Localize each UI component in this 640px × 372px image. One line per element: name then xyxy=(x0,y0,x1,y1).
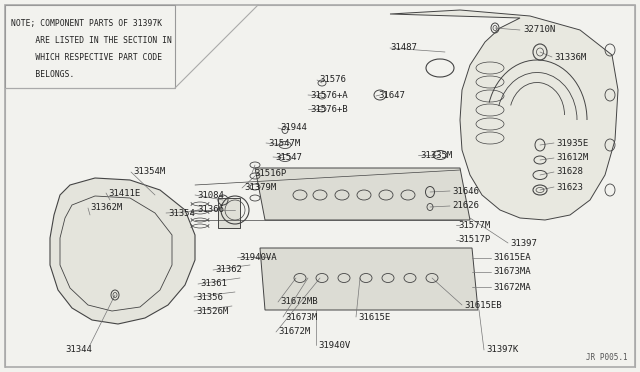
Bar xyxy=(218,198,240,228)
Text: 21626: 21626 xyxy=(452,202,479,211)
Text: 31940V: 31940V xyxy=(318,340,350,350)
Polygon shape xyxy=(255,168,470,220)
Text: 31576+B: 31576+B xyxy=(310,105,348,113)
Text: 31335M: 31335M xyxy=(420,151,452,160)
Text: 31379M: 31379M xyxy=(244,183,276,192)
Text: 31516P: 31516P xyxy=(254,169,286,177)
Text: 31362: 31362 xyxy=(215,266,242,275)
Text: BELONGS.: BELONGS. xyxy=(11,70,74,79)
Polygon shape xyxy=(390,10,618,220)
Text: 31628: 31628 xyxy=(556,167,583,176)
Text: 31577M: 31577M xyxy=(458,221,490,230)
Text: 31361: 31361 xyxy=(200,279,227,289)
Text: WHICH RESPECTIVE PART CODE: WHICH RESPECTIVE PART CODE xyxy=(11,53,162,62)
Text: JR P005.1: JR P005.1 xyxy=(586,353,628,362)
Text: 31672M: 31672M xyxy=(278,327,310,337)
Text: 31623: 31623 xyxy=(556,183,583,192)
Text: 31935E: 31935E xyxy=(556,138,588,148)
Text: 31397: 31397 xyxy=(510,238,537,247)
Text: 31547: 31547 xyxy=(275,153,302,161)
Text: 31646: 31646 xyxy=(452,186,479,196)
Text: 31526M: 31526M xyxy=(196,307,228,315)
Text: 31354M: 31354M xyxy=(133,167,165,176)
Text: 31615EA: 31615EA xyxy=(493,253,531,263)
Text: 31356: 31356 xyxy=(196,292,223,301)
Text: 31487: 31487 xyxy=(390,44,417,52)
Text: 31673M: 31673M xyxy=(285,312,317,321)
Text: 31344: 31344 xyxy=(65,346,92,355)
Text: 31411E: 31411E xyxy=(108,189,140,198)
Polygon shape xyxy=(50,178,195,324)
Bar xyxy=(5,5,175,88)
Text: 31354: 31354 xyxy=(168,208,195,218)
Text: 31397K: 31397K xyxy=(486,346,518,355)
Text: 31672MA: 31672MA xyxy=(493,282,531,292)
Text: 31647: 31647 xyxy=(378,92,405,100)
Text: 31672MB: 31672MB xyxy=(280,298,317,307)
Text: 31362M: 31362M xyxy=(90,203,122,212)
Text: 31673MA: 31673MA xyxy=(493,267,531,276)
Text: 31084: 31084 xyxy=(197,190,224,199)
Text: 31612M: 31612M xyxy=(556,154,588,163)
Text: 31615E: 31615E xyxy=(358,312,390,321)
Text: 31576: 31576 xyxy=(319,76,346,84)
Text: 31336M: 31336M xyxy=(554,52,586,61)
Polygon shape xyxy=(260,248,478,310)
Text: 31547M: 31547M xyxy=(268,138,300,148)
Text: 31615EB: 31615EB xyxy=(464,301,502,310)
Text: ARE LISTED IN THE SECTION IN: ARE LISTED IN THE SECTION IN xyxy=(11,36,172,45)
Text: 31576+A: 31576+A xyxy=(310,90,348,99)
Text: 32710N: 32710N xyxy=(523,26,556,35)
Text: 31944: 31944 xyxy=(280,124,307,132)
Text: NOTE; COMPONENT PARTS OF 31397K: NOTE; COMPONENT PARTS OF 31397K xyxy=(11,19,162,28)
Text: 31940VA: 31940VA xyxy=(239,253,276,262)
Text: 31517P: 31517P xyxy=(458,235,490,244)
Text: 31366: 31366 xyxy=(197,205,224,215)
